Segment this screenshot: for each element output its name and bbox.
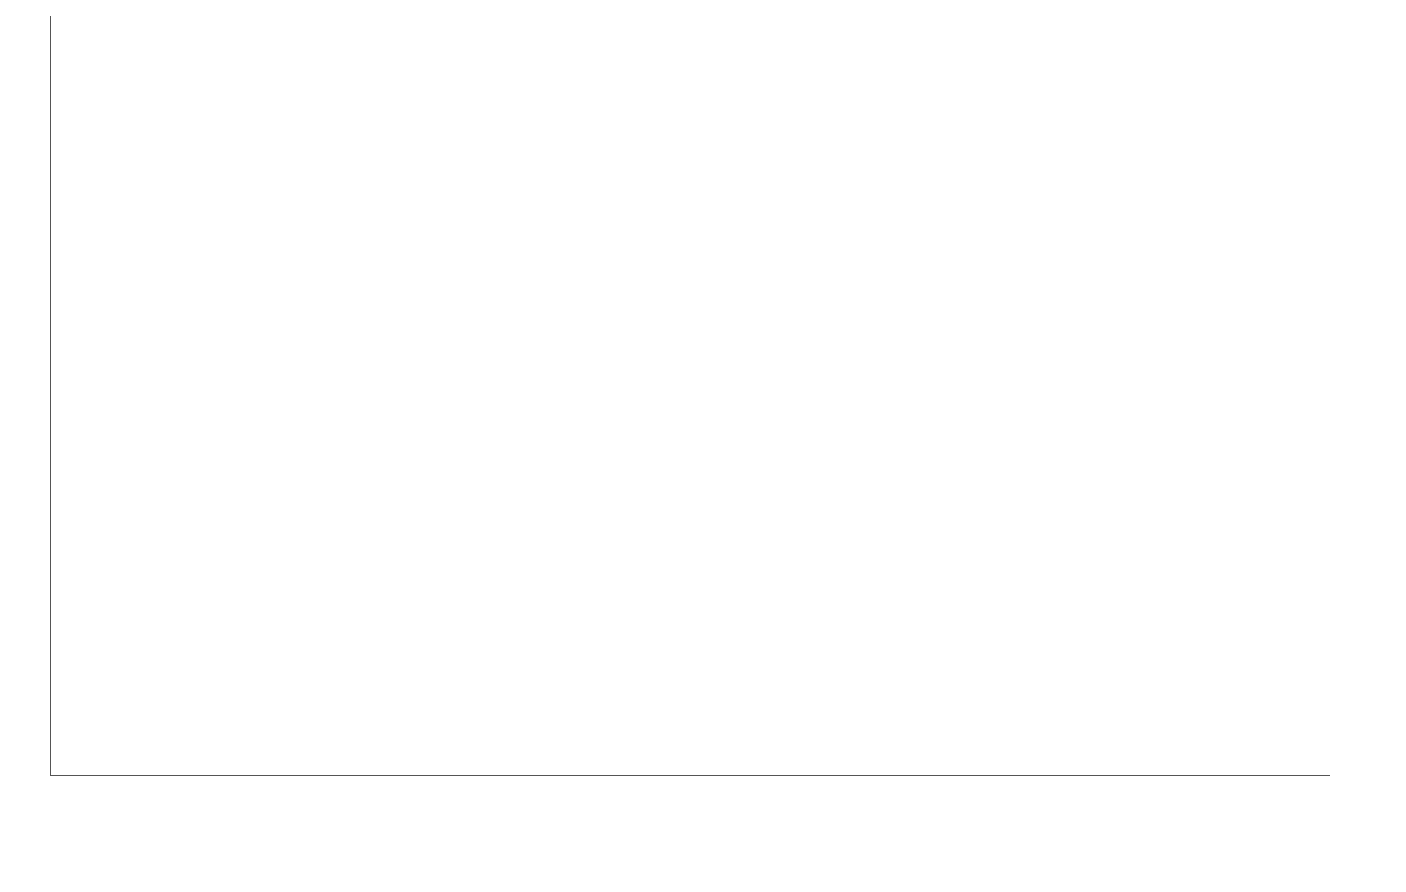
- chart-container: [18, 16, 1388, 816]
- plot-area: [50, 16, 1330, 776]
- title-bar: [0, 0, 1406, 16]
